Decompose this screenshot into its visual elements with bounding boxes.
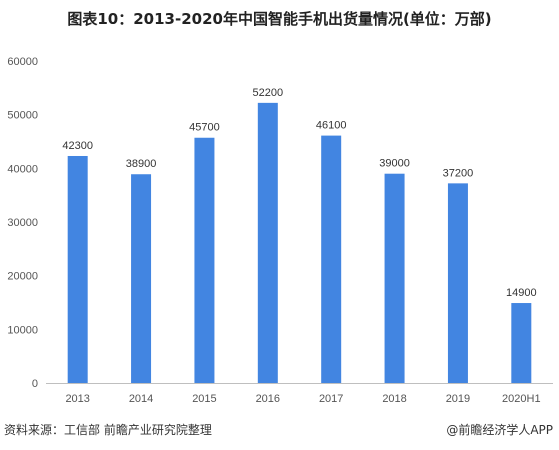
bar-2015 <box>194 137 215 383</box>
x-tick-label: 2018 <box>382 393 406 405</box>
bar-2013 <box>67 155 88 383</box>
y-tick-label: 30000 <box>7 217 38 229</box>
x-tick-label: 2016 <box>256 393 280 405</box>
chart-title: 图表10：2013-2020年中国智能手机出货量情况(单位：万部) <box>67 10 492 28</box>
bar-series <box>67 102 532 384</box>
bar-2016 <box>257 102 278 384</box>
source-note: 资料来源：工信部 前瞻产业研究院整理 <box>4 423 212 437</box>
data-label-2019: 37200 <box>443 167 474 179</box>
x-tick-label: 2019 <box>446 393 470 405</box>
y-tick-label: 40000 <box>7 163 38 175</box>
y-tick-label: 50000 <box>7 110 38 122</box>
y-tick-label: 60000 <box>7 56 38 68</box>
data-label-2018: 39000 <box>379 158 410 170</box>
bar-2014 <box>131 174 152 383</box>
x-axis-tick-labels: 2013 2014 2015 2016 2017 2018 2019 2020H1 <box>65 393 540 405</box>
x-tick-label: 2020H1 <box>502 393 541 405</box>
x-tick-label: 2013 <box>65 393 89 405</box>
data-label-2014: 38900 <box>126 158 157 170</box>
footer: 资料来源：工信部 前瞻产业研究院整理 @前瞻经济学人APP <box>4 421 553 441</box>
y-axis-tick-labels: 0 10000 20000 30000 40000 50000 60000 <box>7 56 38 390</box>
credit-note: @前瞻经济学人APP <box>446 423 553 437</box>
y-tick-label: 10000 <box>7 324 38 336</box>
data-label-2016: 52200 <box>253 87 284 99</box>
bar-2018 <box>384 173 405 383</box>
data-label-2015: 45700 <box>189 122 220 134</box>
y-tick-label: 20000 <box>7 271 38 283</box>
x-tick-label: 2017 <box>319 393 343 405</box>
x-tick-label: 2015 <box>192 393 216 405</box>
bar-2020H1 <box>511 303 532 383</box>
data-label-2013: 42300 <box>62 140 93 152</box>
data-label-2020H1: 14900 <box>506 287 537 299</box>
bar-data-labels: 42300 38900 45700 52200 46100 39000 37200 14900 <box>62 87 536 299</box>
x-tick-label: 2014 <box>129 393 153 405</box>
bar-2019 <box>447 183 468 383</box>
y-tick-label: 0 <box>32 378 38 390</box>
bar-2017 <box>321 135 342 383</box>
data-label-2017: 46100 <box>316 120 347 132</box>
